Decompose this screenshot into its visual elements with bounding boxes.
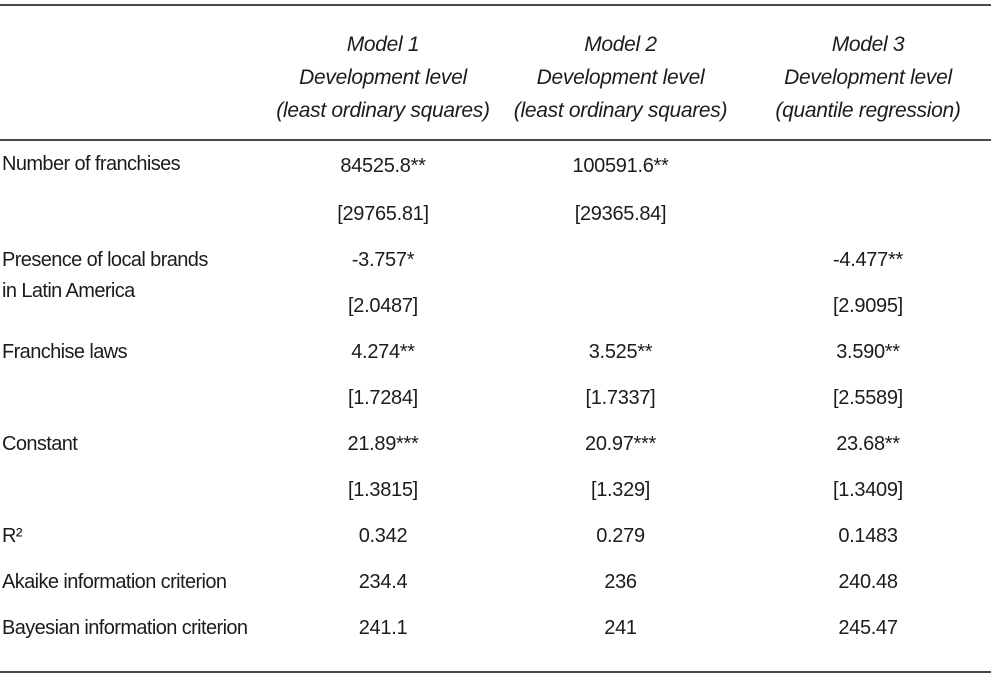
cell-value: 23.68** xyxy=(836,432,900,455)
cell-value: -4.477** xyxy=(833,248,903,271)
table-header-rule xyxy=(0,139,991,141)
column-header-model-3: Model 3 Development level (quantile regr… xyxy=(745,28,991,139)
row-label: Akaike information criterion xyxy=(2,570,227,593)
cell-stderr: [1.3815] xyxy=(348,478,418,501)
model-method: (quantile regression) xyxy=(775,99,961,122)
cell-stderr: [2.0487] xyxy=(348,294,418,317)
cell-stderr: [1.3409] xyxy=(833,478,903,501)
table-header: Model 1 Development level (least ordinar… xyxy=(0,6,991,139)
model-subtitle: Development level xyxy=(299,66,467,89)
cell-stderr: [1.329] xyxy=(590,478,651,501)
regression-results-table: Model 1 Development level (least ordinar… xyxy=(0,4,991,689)
cell-value xyxy=(745,141,991,191)
cell-stderr: [1.7284] xyxy=(348,386,418,409)
row-label: Number of franchises xyxy=(2,153,181,175)
model-subtitle: Development level xyxy=(536,66,705,89)
row-label: Franchise laws xyxy=(2,341,128,363)
cell-stderr: [1.7337] xyxy=(585,386,656,409)
cell-value: 234.4 xyxy=(358,570,408,593)
model-method: (least ordinary squares) xyxy=(513,99,728,122)
column-header-model-1: Model 1 Development level (least ordinar… xyxy=(270,28,496,139)
cell-value: 245.47 xyxy=(838,616,898,639)
cell-stderr: [29365.84] xyxy=(574,202,667,225)
cell-value: 4.274** xyxy=(351,340,415,363)
cell-value: 236 xyxy=(604,570,637,593)
table-top-rule xyxy=(0,4,991,6)
row-label: Constant xyxy=(2,433,78,455)
cell-value: 0.342 xyxy=(358,524,408,547)
cell-value: 0.1483 xyxy=(838,524,898,547)
column-header-model-2: Model 2 Development level (least ordinar… xyxy=(496,28,745,139)
model-method: (least ordinary squares) xyxy=(276,99,490,122)
cell-stderr xyxy=(496,283,745,329)
table-bottom-spacer xyxy=(0,651,991,671)
model-name: Model 1 xyxy=(346,33,420,56)
cell-stderr: [29765.81] xyxy=(337,202,429,225)
model-name: Model 3 xyxy=(831,33,905,56)
row-label: Bayesian information criterion xyxy=(2,616,248,639)
cell-value: 84525.8** xyxy=(340,154,426,177)
row-label: R² xyxy=(2,524,23,547)
table-bottom-rule xyxy=(0,671,991,673)
model-name: Model 2 xyxy=(584,33,657,56)
cell-value: 241.1 xyxy=(358,616,408,639)
row-label: Presence of local brands in Latin Americ… xyxy=(2,249,208,302)
cell-value: 100591.6** xyxy=(572,154,669,177)
cell-value: 3.525** xyxy=(588,340,653,363)
cell-value xyxy=(496,237,745,283)
cell-value: 240.48 xyxy=(838,570,898,593)
cell-stderr xyxy=(745,191,991,237)
cell-value: -3.757* xyxy=(351,248,415,271)
header-spacer xyxy=(0,28,270,139)
cell-value: 21.89*** xyxy=(347,432,419,455)
cell-stderr: [2.5589] xyxy=(833,386,903,409)
cell-stderr: [2.9095] xyxy=(833,294,903,317)
cell-value: 0.279 xyxy=(596,524,645,547)
cell-value: 3.590** xyxy=(836,340,900,363)
cell-value: 20.97*** xyxy=(585,432,656,455)
cell-value: 241 xyxy=(604,616,637,639)
table-body: Number of franchises 84525.8** 100591.6*… xyxy=(0,141,991,651)
model-subtitle: Development level xyxy=(784,66,952,89)
